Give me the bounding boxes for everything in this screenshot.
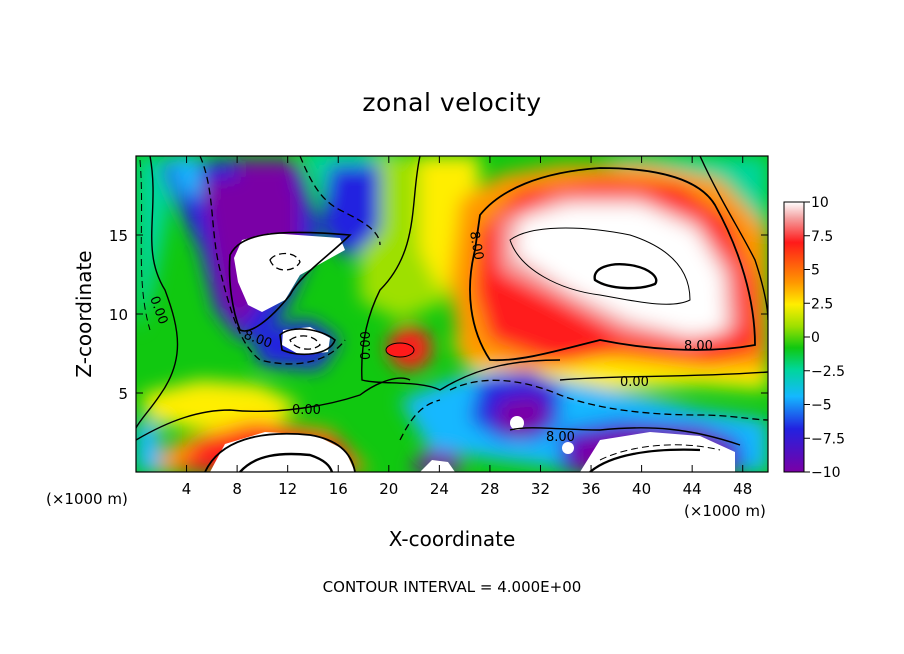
y-axis-label: Z-coordinate — [72, 250, 96, 378]
x-tick-label: 40 — [632, 480, 651, 498]
contour-label: 0.00 — [620, 375, 649, 390]
x-tick-label: 36 — [581, 480, 600, 498]
contour-label: 0.00 — [359, 331, 374, 360]
x-tick-label: 32 — [531, 480, 550, 498]
colorbar-tick-label: 7.5 — [811, 229, 833, 245]
y-tick-label: 10 — [109, 306, 128, 324]
contour-label: 0.00 — [292, 403, 321, 418]
contour-lines — [136, 156, 768, 472]
x-tick-label: 12 — [278, 480, 297, 498]
colorbar-ticks: 10 7.5 5 2.5 0 −2.5 −5 −7.5 −10 — [804, 195, 845, 481]
contour-label: 8.00 — [546, 430, 575, 445]
x-tick-label: 48 — [733, 480, 752, 498]
colorbar-tick-label: −5 — [811, 398, 832, 414]
colorbar-tick-label: 5 — [811, 263, 820, 279]
x-axis-label: X-coordinate — [388, 527, 516, 551]
colorbar-tick-label: −2.5 — [811, 364, 845, 380]
contour-label: 8.00 — [684, 339, 713, 354]
x-tick-label: 20 — [379, 480, 398, 498]
contour-lines-negative — [139, 156, 768, 461]
colorbar-tick-label: −7.5 — [811, 431, 845, 447]
y-tick-label: 5 — [118, 385, 128, 403]
contour-interval-note: CONTOUR INTERVAL = 4.000E+00 — [322, 578, 582, 596]
colorbar — [783, 201, 805, 473]
chart-title: zonal velocity — [362, 88, 542, 117]
x-tick-label: 4 — [182, 480, 192, 498]
x-tick-label: 28 — [480, 480, 499, 498]
heatmap-field — [136, 156, 768, 472]
y-tick-label: 15 — [109, 227, 128, 245]
contour-label: 8.00 — [466, 230, 486, 261]
colorbar-tick-label: 10 — [811, 195, 829, 211]
colorbar-tick-label: −10 — [811, 465, 841, 481]
x-unit-label-left: (×1000 m) — [46, 490, 128, 508]
colorbar-tick-label: 0 — [811, 330, 820, 346]
x-tick-label: 16 — [329, 480, 348, 498]
colorbar-tick-label: 2.5 — [811, 296, 833, 312]
x-tick-label: 8 — [232, 480, 242, 498]
x-tick-label: 44 — [683, 480, 702, 498]
x-unit-label-right: (×1000 m) — [684, 502, 766, 520]
x-tick-label: 24 — [430, 480, 449, 498]
